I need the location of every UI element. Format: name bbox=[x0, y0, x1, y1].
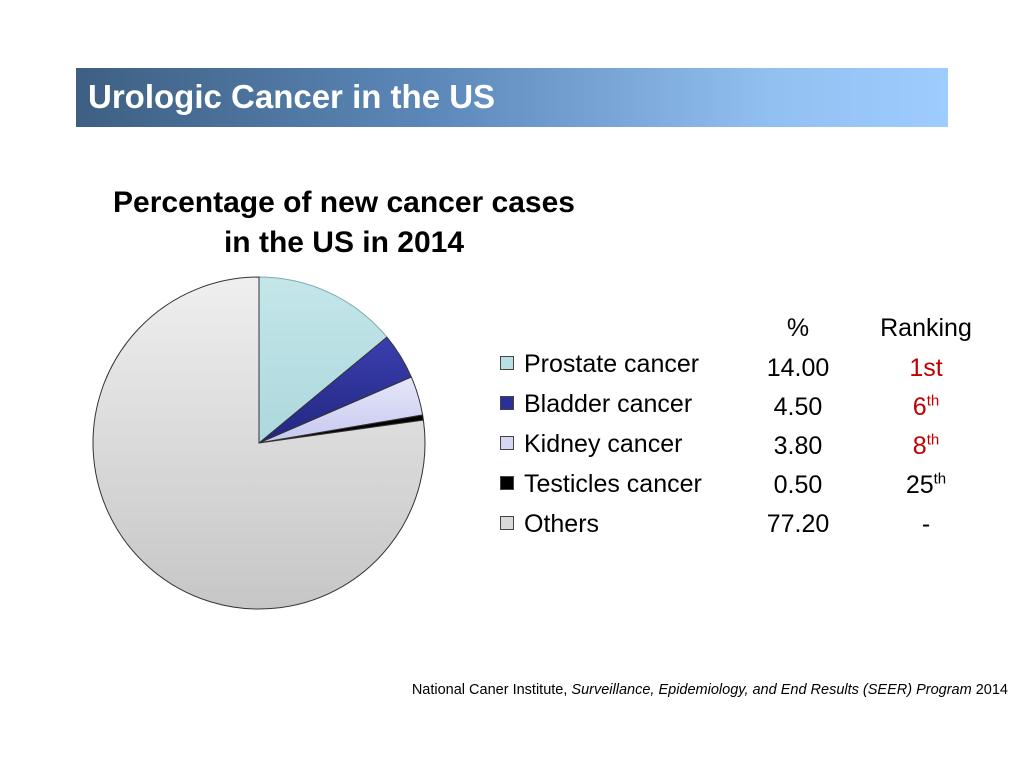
rank-suffix-kidney: th bbox=[926, 431, 940, 449]
table-header-percent: % bbox=[786, 314, 810, 342]
legend-swatch-testicles bbox=[500, 476, 514, 490]
legend-swatch-kidney bbox=[500, 436, 514, 450]
percent-cell-prostate: 14.00 bbox=[766, 354, 830, 382]
legend-item-others: Others bbox=[500, 507, 740, 541]
legend-label-kidney: Kidney cancer bbox=[524, 430, 683, 458]
legend-item-prostate: Prostate cancer bbox=[500, 347, 740, 381]
percent-cell-kidney: 3.80 bbox=[773, 432, 823, 460]
legend-label-testicles: Testicles cancer bbox=[524, 470, 702, 498]
rank-value-prostate: 1st bbox=[909, 354, 943, 382]
slide-title-bar: Urologic Cancer in the US bbox=[76, 68, 948, 127]
legend-swatch-bladder bbox=[500, 396, 514, 410]
percent-cell-others: 77.20 bbox=[766, 510, 830, 538]
rank-cell-kidney: 8th bbox=[866, 429, 986, 463]
pie-slice-prostate bbox=[258, 276, 388, 445]
chart-title: Percentage of new cancer cases in the US… bbox=[70, 183, 618, 263]
rank-value-kidney: 8 bbox=[912, 432, 927, 460]
pie-slice-others bbox=[92, 276, 426, 610]
chart-title-line-2: in the US in 2014 bbox=[223, 226, 465, 259]
legend-label-prostate: Prostate cancer bbox=[524, 350, 700, 378]
slide-title: Urologic Cancer in the US bbox=[88, 78, 496, 115]
rank-value-bladder: 6 bbox=[912, 393, 927, 421]
legend-swatch-others bbox=[500, 516, 514, 530]
percent-cell-bladder: 4.50 bbox=[773, 393, 823, 421]
legend-item-kidney: Kidney cancer bbox=[500, 427, 740, 461]
table-header-ranking: Ranking bbox=[880, 314, 972, 342]
source-prefix: National Caner Institute, bbox=[411, 682, 572, 698]
rank-cell-prostate: 1st bbox=[866, 351, 986, 385]
legend-item-bladder: Bladder cancer bbox=[500, 387, 740, 421]
legend-item-testicles: Testicles cancer bbox=[500, 467, 740, 501]
percent-cell-testicles: 0.50 bbox=[773, 471, 823, 499]
source-year: 2014 bbox=[971, 682, 1008, 698]
source-citation: National Caner Institute, Surveillance, … bbox=[412, 681, 1008, 699]
rank-cell-others: - bbox=[866, 507, 986, 541]
rank-suffix-bladder: th bbox=[926, 392, 940, 410]
rank-cell-bladder: 6th bbox=[866, 390, 986, 424]
legend-swatch-prostate bbox=[500, 356, 514, 370]
rank-value-testicles: 25 bbox=[905, 471, 934, 499]
rank-cell-testicles: 25th bbox=[866, 468, 986, 502]
source-program: Surveillance, Epidemiology, and End Resu… bbox=[571, 682, 972, 698]
legend-label-others: Others bbox=[524, 510, 600, 538]
chart-title-line-1: Percentage of new cancer cases bbox=[113, 186, 575, 219]
legend-label-bladder: Bladder cancer bbox=[524, 390, 693, 418]
rank-value-others: - bbox=[921, 510, 931, 538]
rank-suffix-testicles: th bbox=[933, 470, 947, 488]
